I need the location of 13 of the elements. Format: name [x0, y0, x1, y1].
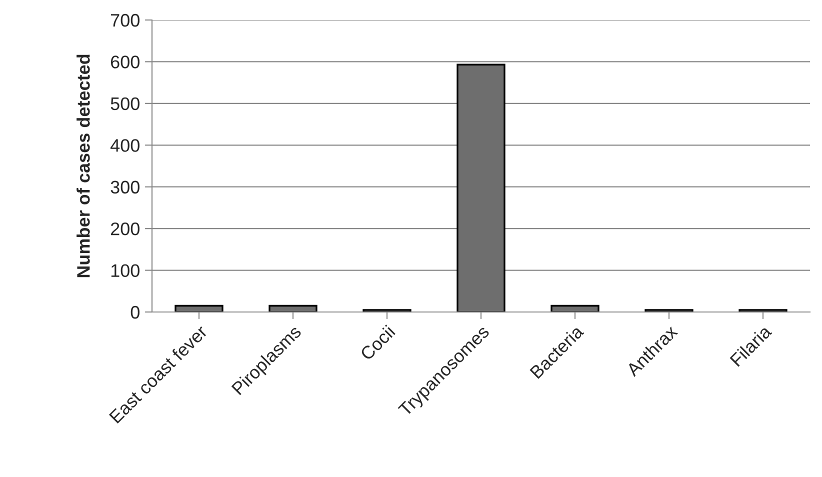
y-tick-label: 100: [111, 264, 140, 278]
y-axis-title: Number of cases detected: [76, 54, 90, 278]
bar: [174, 304, 224, 312]
bar: [456, 64, 506, 312]
y-tick-label: 400: [110, 139, 140, 152]
y-tick-label: 600: [110, 56, 140, 68]
y-tick-label: 500: [110, 97, 140, 110]
y-tick-label: 200: [110, 222, 140, 236]
y-tick-label: 0: [130, 306, 140, 319]
bar: [550, 304, 600, 312]
y-tick-label: 300: [110, 180, 140, 194]
bar: [268, 304, 318, 312]
y-tick-label: 700: [111, 14, 140, 27]
